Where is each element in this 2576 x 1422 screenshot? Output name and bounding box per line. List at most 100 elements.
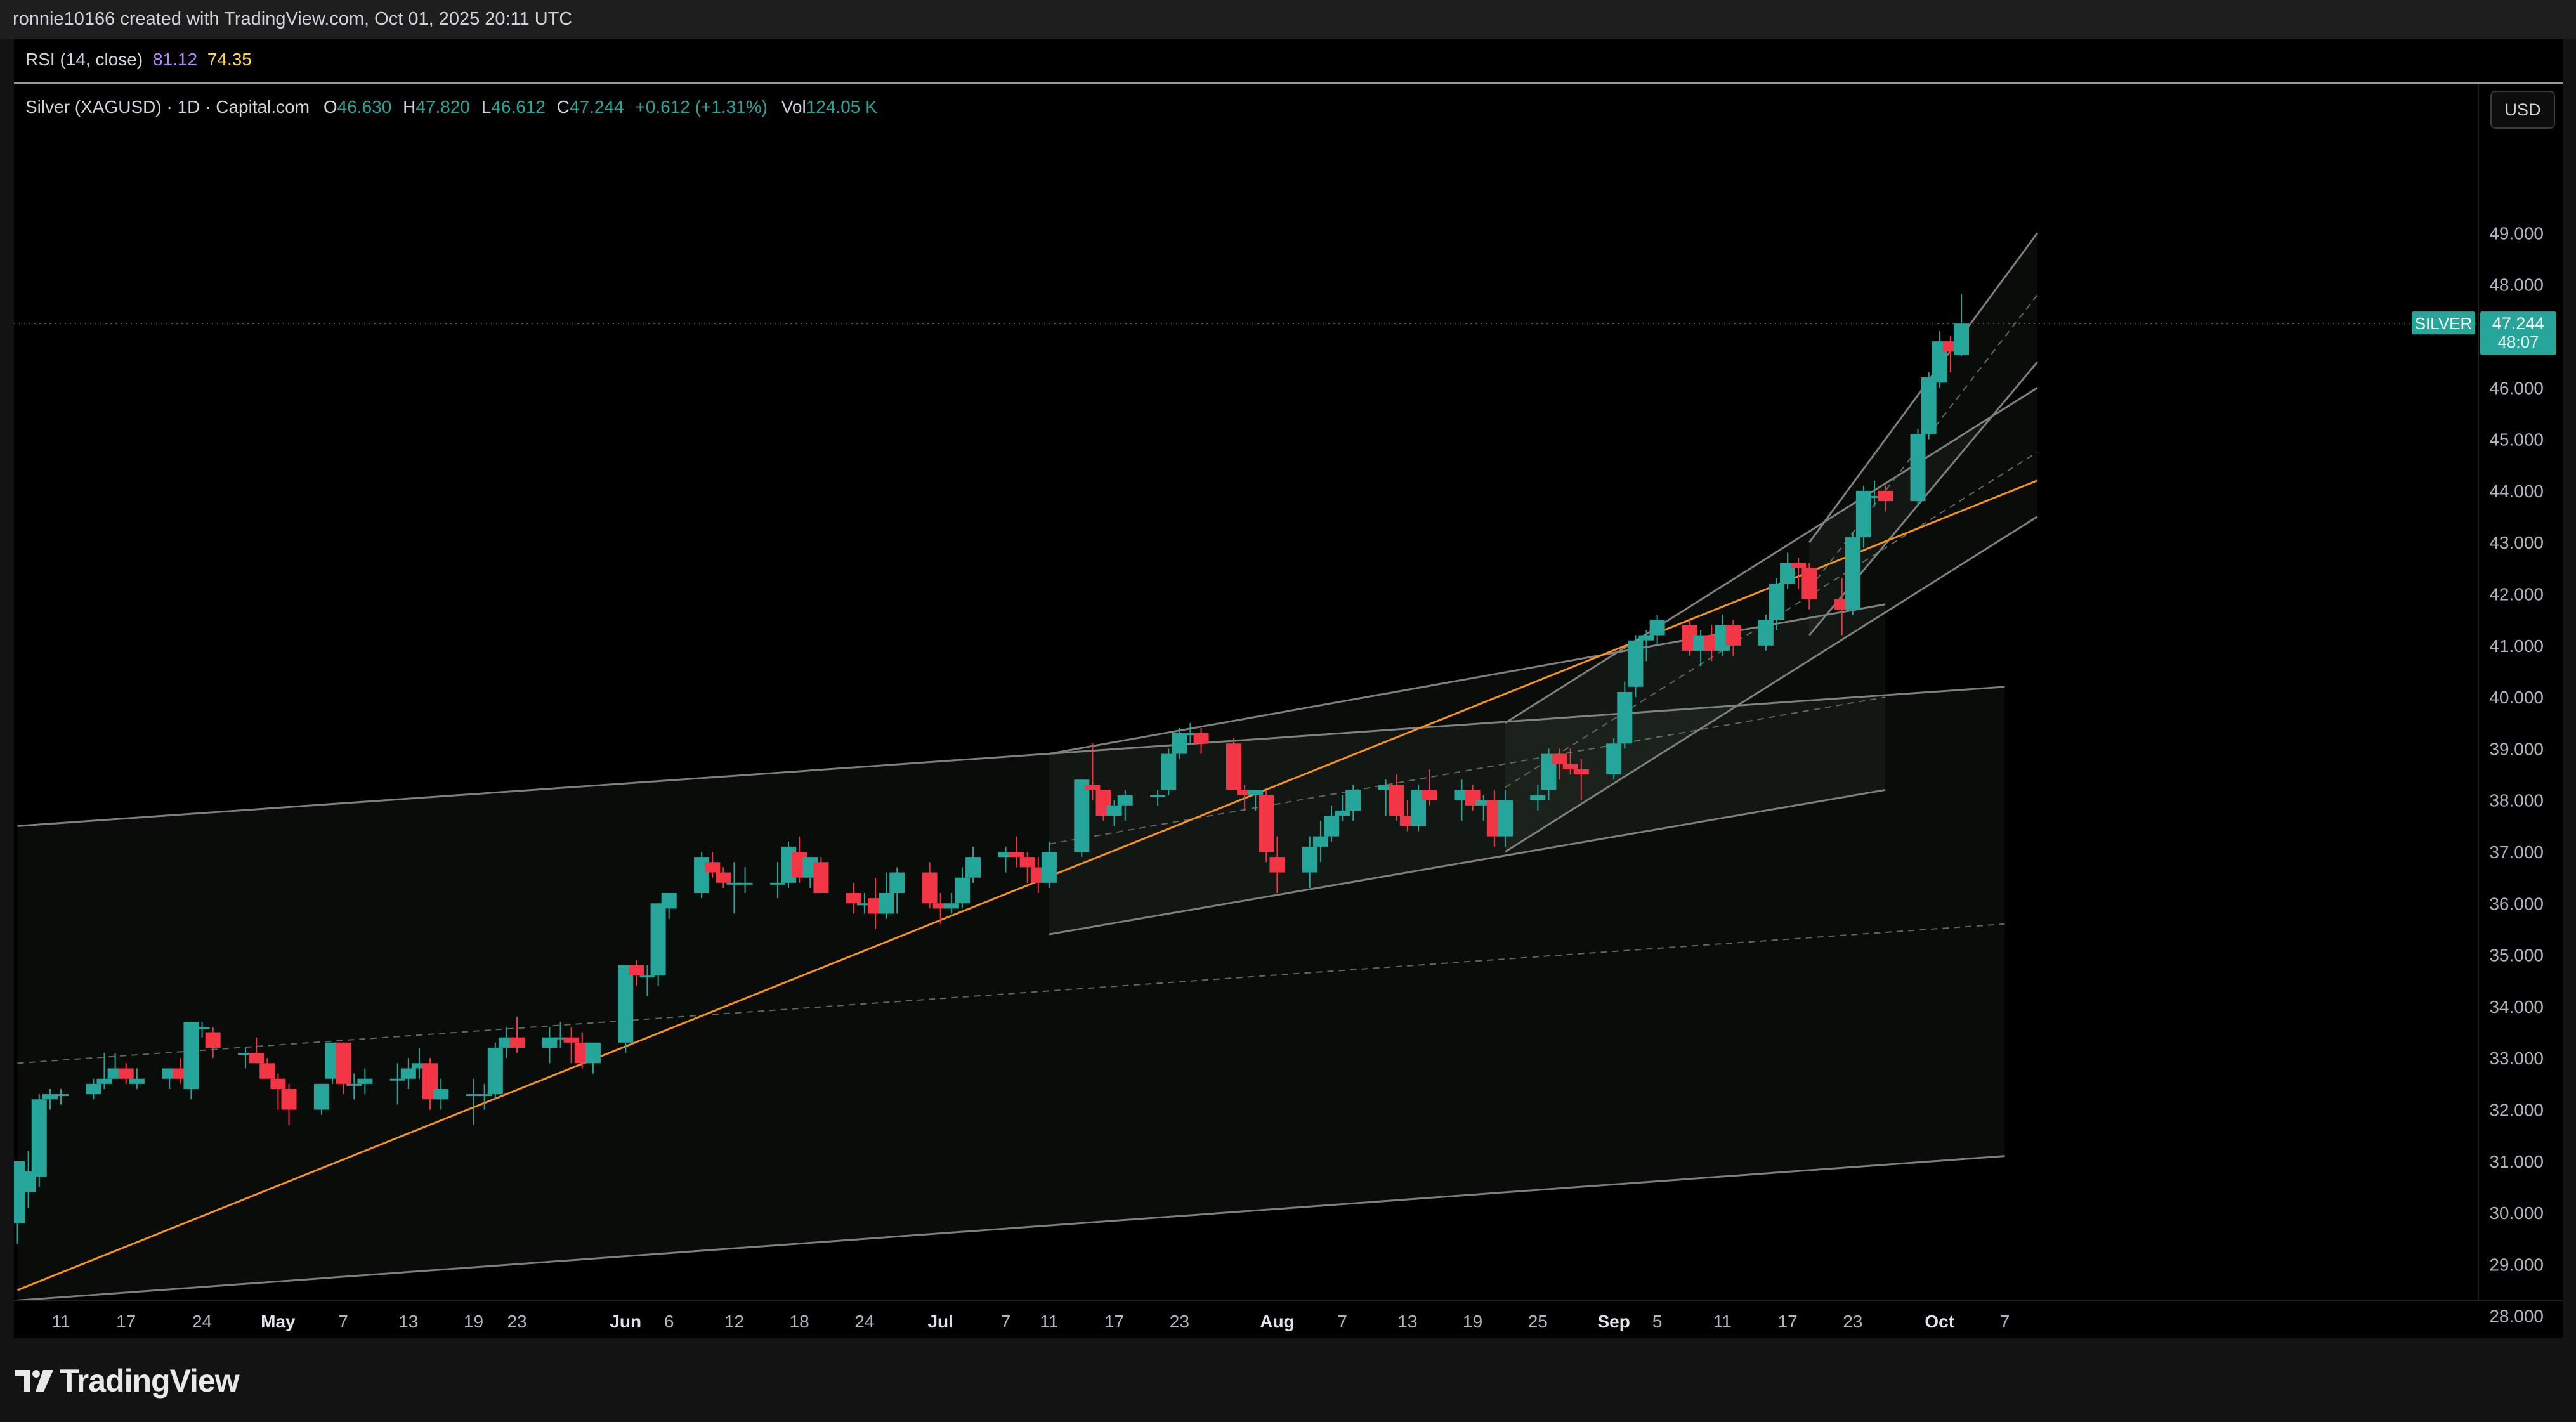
rsi-legend: RSI (14, close) 81.12 74.35 bbox=[25, 49, 252, 70]
time-tick-label: Jun bbox=[610, 1312, 641, 1331]
candle-body bbox=[281, 1088, 297, 1110]
candle bbox=[965, 846, 981, 883]
candle-body bbox=[249, 1053, 265, 1064]
pane-divider[interactable] bbox=[14, 82, 2563, 84]
candle-body bbox=[389, 1078, 405, 1081]
candle-body bbox=[1758, 620, 1774, 646]
candle-body bbox=[487, 1047, 503, 1095]
candle bbox=[1541, 748, 1557, 800]
tradingview-logo[interactable]: TradingView bbox=[15, 1363, 240, 1399]
rsi-pane[interactable]: RSI (14, close) 81.12 74.35 bbox=[14, 39, 2563, 82]
time-tick-label: Sep bbox=[1597, 1312, 1630, 1331]
candle bbox=[650, 903, 666, 986]
candle-body bbox=[129, 1078, 145, 1084]
candle-body bbox=[183, 1022, 199, 1089]
candle bbox=[1638, 630, 1654, 662]
time-tick-label: 18 bbox=[790, 1312, 809, 1331]
candle bbox=[954, 867, 970, 909]
channel-lower-line bbox=[1505, 516, 2038, 853]
candle bbox=[846, 882, 861, 914]
candle bbox=[716, 867, 731, 888]
candle-body bbox=[118, 1068, 134, 1079]
candle-body bbox=[1954, 323, 1969, 356]
candle bbox=[1345, 785, 1361, 821]
candle bbox=[411, 1047, 427, 1079]
tradingview-logo-text: TradingView bbox=[60, 1363, 240, 1399]
candle bbox=[1041, 841, 1057, 888]
currency-button[interactable]: USD bbox=[2490, 91, 2555, 129]
candle-body bbox=[1497, 800, 1513, 837]
time-tick-label: 19 bbox=[1463, 1312, 1482, 1331]
candle bbox=[1921, 372, 1937, 440]
candle-body bbox=[346, 1083, 362, 1086]
candle-body bbox=[1237, 790, 1253, 795]
candle bbox=[1378, 779, 1394, 816]
candle bbox=[1182, 722, 1198, 744]
close-value: 47.244 bbox=[569, 97, 624, 117]
last-price-tag bbox=[2480, 311, 2556, 355]
candle bbox=[1801, 563, 1817, 610]
candle-body bbox=[357, 1078, 373, 1084]
candle-body bbox=[1389, 785, 1404, 816]
candle bbox=[281, 1083, 297, 1125]
candle bbox=[1269, 836, 1285, 894]
time-tick-label: 13 bbox=[1397, 1312, 1417, 1331]
candle bbox=[552, 1022, 568, 1048]
candle bbox=[509, 1017, 525, 1053]
candle-body bbox=[1801, 568, 1817, 599]
candle-body bbox=[42, 1094, 58, 1100]
price-tick-label: 31.000 bbox=[2489, 1152, 2544, 1171]
candle bbox=[1845, 532, 1860, 615]
candle bbox=[1117, 790, 1133, 821]
candle bbox=[1324, 805, 1340, 842]
candle bbox=[487, 1042, 503, 1100]
candle bbox=[1954, 294, 1969, 356]
time-tick-label: 24 bbox=[854, 1312, 874, 1331]
candle bbox=[205, 1027, 221, 1059]
rsi-value-2: 74.35 bbox=[207, 49, 252, 69]
candle bbox=[53, 1088, 69, 1105]
candle bbox=[889, 867, 905, 914]
channel-lower-line bbox=[1049, 788, 1886, 936]
candle bbox=[922, 862, 938, 909]
candle-body bbox=[1628, 640, 1644, 687]
candle-body bbox=[1606, 743, 1622, 775]
candle bbox=[813, 857, 829, 894]
candle bbox=[238, 1047, 254, 1069]
time-tick-label: Aug bbox=[1260, 1312, 1294, 1331]
candle-body bbox=[1269, 857, 1285, 873]
candle bbox=[1074, 779, 1090, 858]
time-tick-label: 5 bbox=[1652, 1312, 1663, 1331]
candle bbox=[249, 1037, 265, 1064]
price-tick-label: 40.000 bbox=[2489, 688, 2544, 707]
time-tick-label: 11 bbox=[1040, 1312, 1058, 1331]
candle-body bbox=[737, 882, 753, 885]
candle bbox=[1573, 759, 1589, 800]
candle bbox=[346, 1073, 362, 1100]
price-tick-label: 49.000 bbox=[2489, 223, 2544, 243]
price-tick-label: 37.000 bbox=[2489, 842, 2544, 862]
price-tick-label: 32.000 bbox=[2489, 1100, 2544, 1120]
price-tick-label: 28.000 bbox=[2489, 1307, 2544, 1326]
candle-body bbox=[1422, 790, 1437, 800]
candle bbox=[1497, 790, 1513, 847]
candle bbox=[118, 1063, 134, 1084]
candle-body bbox=[1562, 764, 1578, 769]
close-label: C bbox=[556, 97, 570, 117]
price-chart[interactable]: 27.00028.00029.00030.00031.00032.00033.0… bbox=[14, 84, 2563, 1338]
candle bbox=[1910, 429, 1926, 507]
chart-plot[interactable]: 27.00028.00029.00030.00031.00032.00033.0… bbox=[14, 84, 2563, 1338]
header-bar: ronnie10166 created with TradingView.com… bbox=[0, 0, 2576, 39]
candle-body bbox=[1312, 836, 1328, 847]
candle-body bbox=[1085, 785, 1101, 790]
time-tick-label: 12 bbox=[724, 1312, 744, 1331]
time-tick-label: 17 bbox=[116, 1312, 136, 1331]
candle-body bbox=[716, 872, 731, 883]
symbol-tag-label: SILVER bbox=[2415, 314, 2473, 333]
candle bbox=[1530, 785, 1546, 811]
candle-body bbox=[466, 1094, 481, 1097]
volume-value: 124.05 K bbox=[806, 97, 877, 117]
candle-body bbox=[1009, 852, 1024, 858]
candle bbox=[129, 1068, 145, 1089]
candle bbox=[1095, 790, 1111, 821]
